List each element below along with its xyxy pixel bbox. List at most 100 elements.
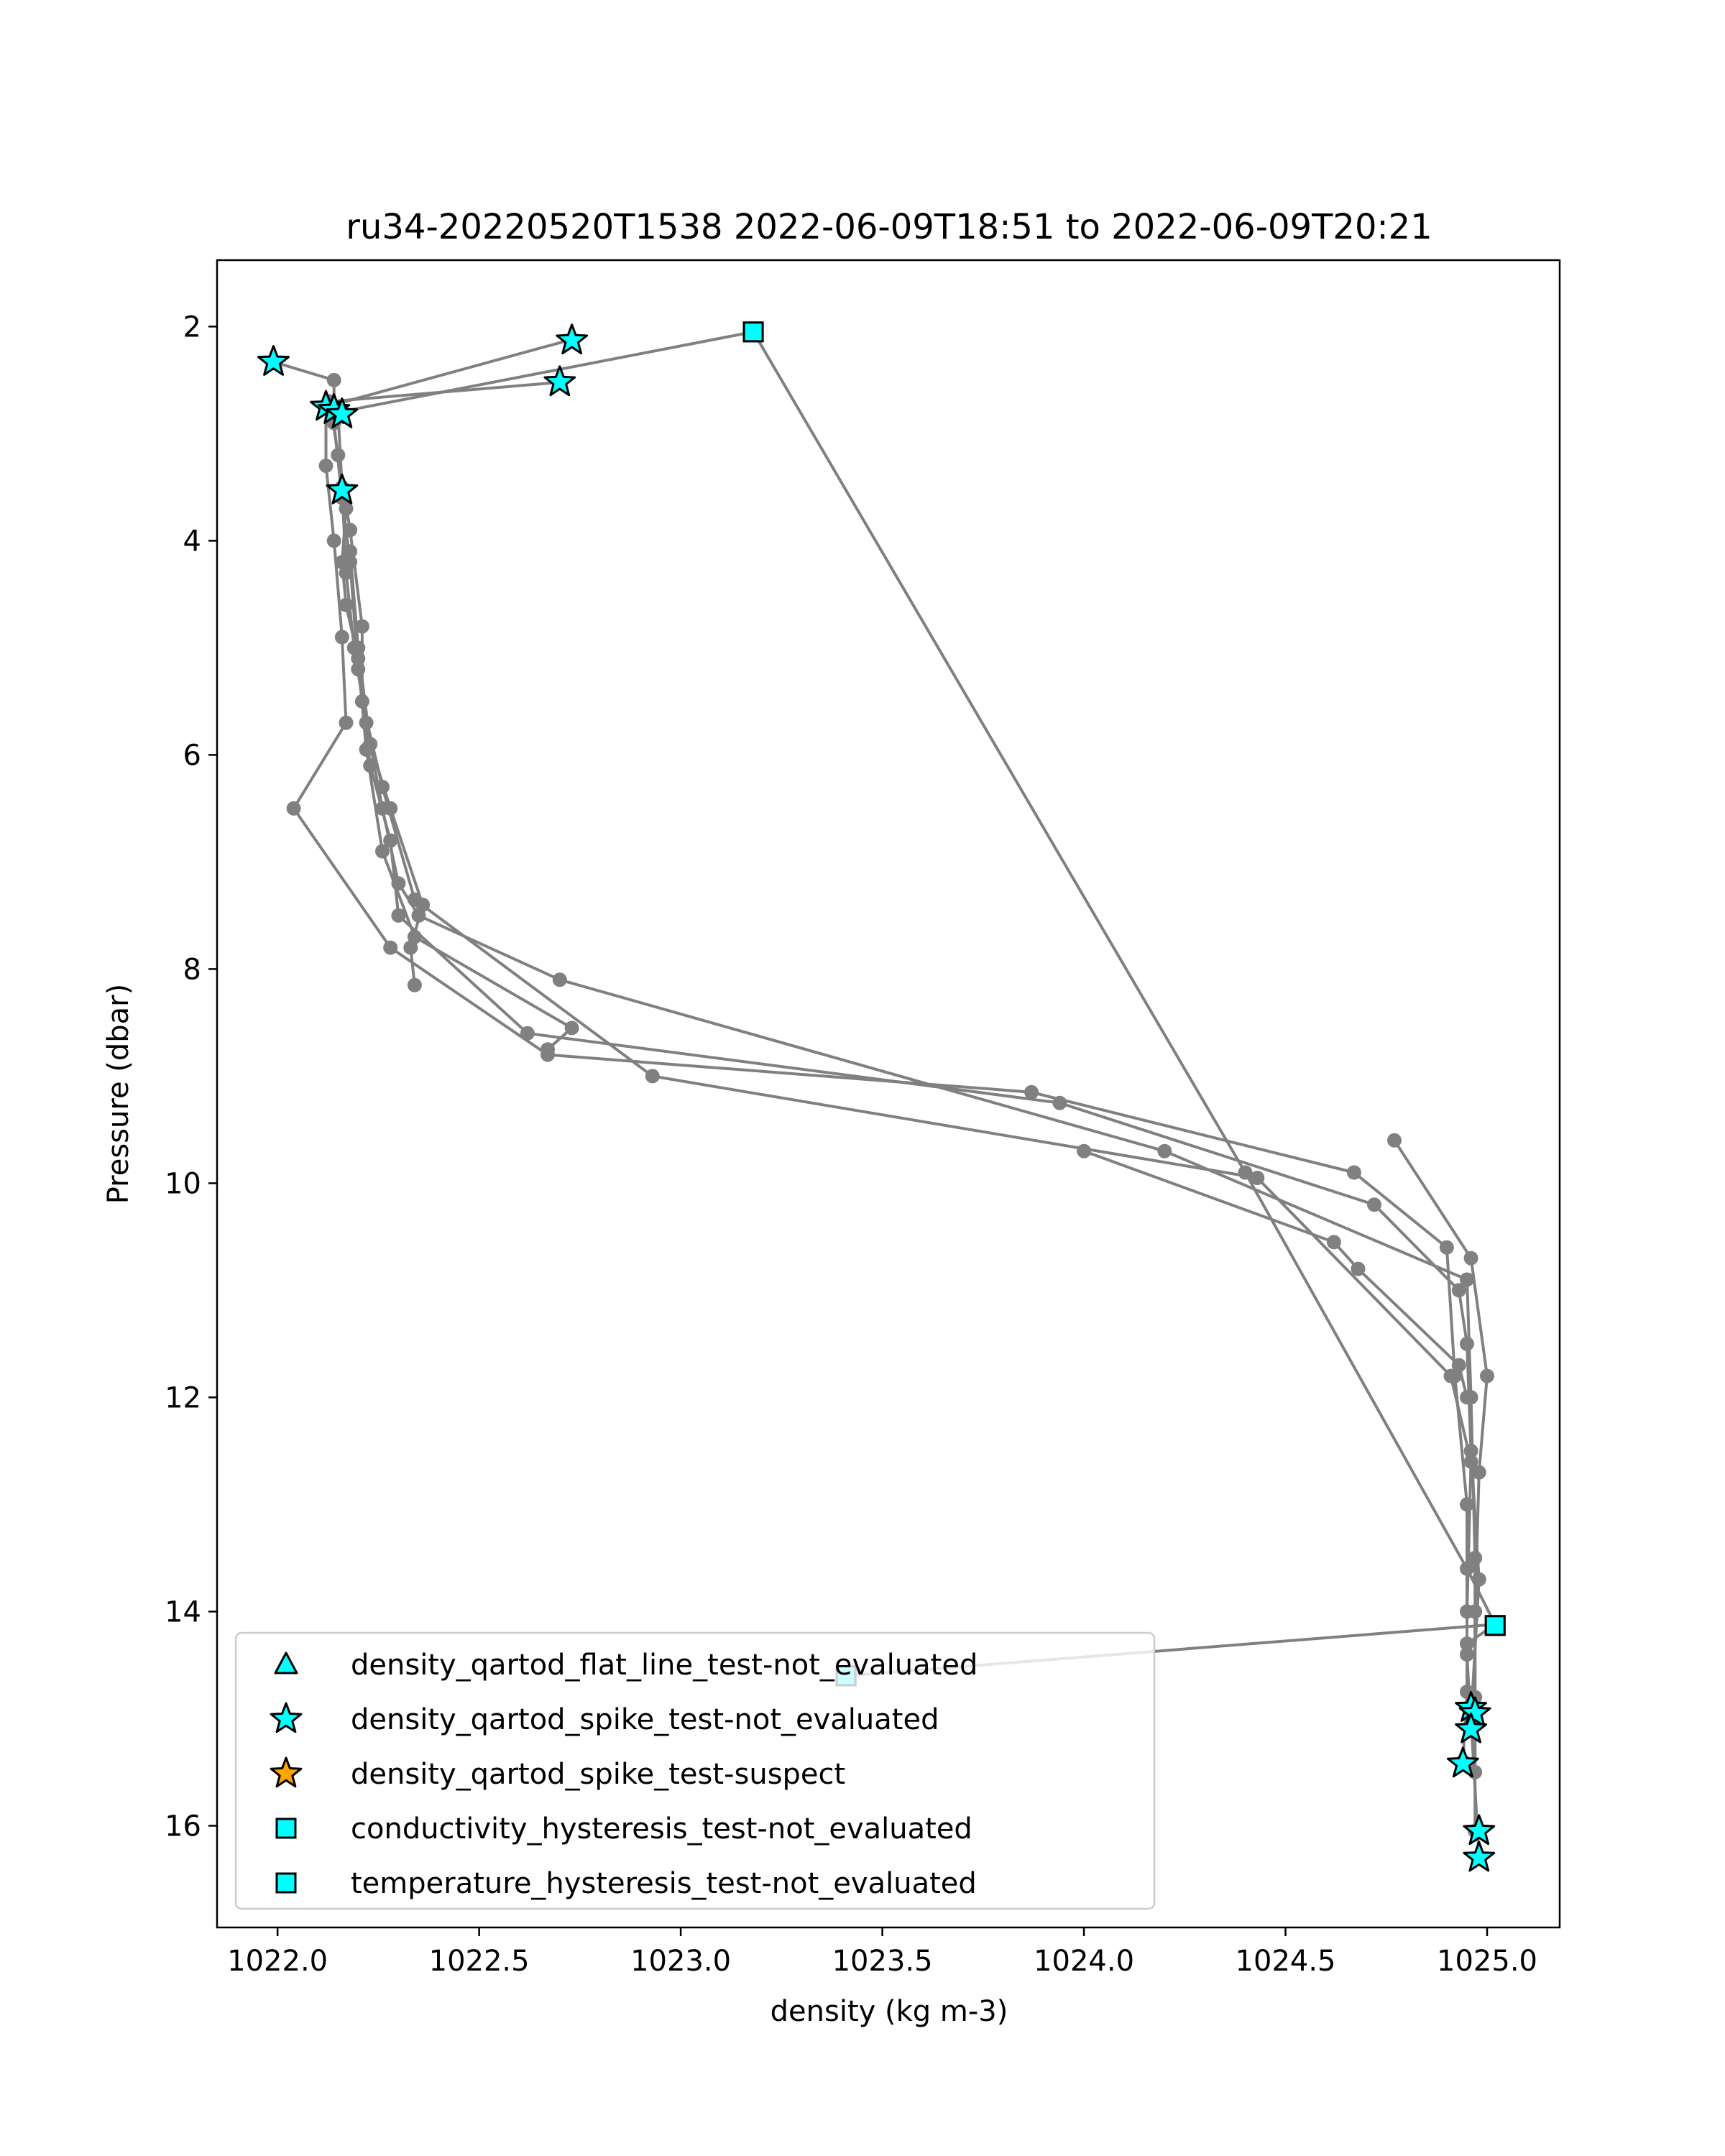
profile-point: [1463, 1454, 1478, 1469]
legend-entry-label: conductivity_hysteresis_test-not_evaluat…: [351, 1812, 972, 1846]
profile-point: [1460, 1272, 1474, 1287]
profile-point: [1471, 1465, 1486, 1480]
legend-entry-label: density_qartod_flat_line_test-not_evalua…: [351, 1649, 978, 1682]
legend-box: [234, 1631, 1156, 1910]
plot-area: [257, 321, 1506, 1872]
profile-point: [383, 940, 398, 955]
profile-point: [1443, 1368, 1458, 1383]
x-tick-label: 1023.0: [630, 1945, 731, 1978]
profile-point: [1326, 1235, 1341, 1250]
legend: density_qartod_flat_line_test-not_evalua…: [234, 1631, 1156, 1910]
legend-square-icon: [275, 1818, 297, 1839]
profile-point: [1250, 1171, 1265, 1185]
profile-point: [1460, 1636, 1474, 1651]
profile-point: [286, 801, 301, 816]
chart-title: ru34-20220520T1538 2022-06-09T18:51 to 2…: [346, 207, 1432, 247]
profile-point: [383, 801, 398, 816]
profile-point: [1460, 1336, 1474, 1351]
profile-point: [415, 898, 431, 912]
profile-point: [363, 737, 378, 752]
profile-point: [363, 758, 378, 773]
profile-point: [1052, 1095, 1067, 1110]
profile-point: [1367, 1197, 1381, 1212]
star-marker: [257, 345, 290, 376]
profile-point: [351, 640, 366, 655]
profile-point: [326, 533, 341, 548]
x-tick-label: 1022.5: [429, 1945, 530, 1978]
x-tick-label: 1023.5: [832, 1945, 933, 1978]
profile-point: [391, 908, 406, 923]
y-tick-label: 14: [165, 1595, 201, 1628]
profile-point: [403, 940, 418, 955]
star-marker: [1463, 1814, 1496, 1846]
x-tick-label: 1024.0: [1034, 1945, 1134, 1978]
profile-line-2: [292, 338, 1473, 1730]
legend-square-icon: [275, 1872, 297, 1894]
profile-point: [339, 715, 354, 730]
profile-point: [1480, 1368, 1494, 1383]
profile-point: [383, 833, 398, 848]
profile-point: [334, 630, 349, 645]
y-tick-label: 10: [165, 1167, 201, 1200]
star-marker: [326, 397, 359, 428]
profile-point: [1460, 1390, 1474, 1405]
profile-point: [1451, 1358, 1466, 1373]
x-axis-label: density (kg m-3): [770, 1995, 1008, 2028]
legend-entry-label: density_qartod_spike_test-suspect: [351, 1758, 845, 1791]
square-marker: [1484, 1615, 1506, 1636]
legend-entry-label: density_qartod_spike_test-not_evaluated: [351, 1703, 939, 1736]
star-marker: [543, 365, 576, 397]
profile-point: [540, 1042, 555, 1057]
profile-point: [343, 544, 358, 559]
profile-point: [343, 522, 358, 538]
profile-point: [564, 1021, 579, 1036]
profile-point: [339, 597, 354, 612]
star-marker: [556, 323, 589, 355]
square-marker: [742, 321, 764, 343]
y-tick-label: 8: [183, 953, 201, 986]
y-tick-label: 16: [165, 1810, 201, 1843]
profile-point: [1077, 1143, 1092, 1158]
profile-point: [1387, 1133, 1402, 1148]
y-axis-ticks: 2 4 6 8 10 12 14 16: [165, 310, 217, 1843]
y-tick-label: 2: [183, 310, 201, 344]
profile-point: [1351, 1261, 1366, 1276]
star-marker: [1463, 1841, 1496, 1872]
legend-star-icon: [270, 1702, 303, 1733]
star-marker: [326, 473, 359, 505]
y-tick-label: 4: [183, 525, 201, 558]
profile-point: [520, 1026, 535, 1041]
profile-point: [645, 1069, 660, 1084]
profile-point: [326, 372, 341, 387]
profile-point: [1451, 1283, 1466, 1298]
profile-point: [552, 972, 567, 987]
profile-point: [407, 977, 422, 992]
profile-point: [1157, 1143, 1172, 1158]
legend-star-icon: [270, 1756, 303, 1788]
profile-point: [339, 501, 354, 516]
star-marker: [1458, 1696, 1491, 1728]
x-tick-label: 1025.0: [1437, 1945, 1537, 1978]
profile-point: [1468, 1604, 1483, 1619]
legend-entry-label: temperature_hysteresis_test-not_evaluate…: [351, 1867, 977, 1900]
star-marker: [1455, 1712, 1487, 1743]
x-tick-label: 1022.0: [227, 1945, 328, 1978]
profile-point: [1460, 1497, 1474, 1512]
profile-point: [1460, 1561, 1474, 1576]
x-tick-label: 1024.5: [1236, 1945, 1336, 1978]
profile-point: [375, 844, 390, 859]
y-tick-label: 12: [165, 1381, 201, 1414]
profile-point: [318, 459, 334, 474]
profile-point: [1346, 1165, 1361, 1180]
star-marker: [1446, 1746, 1479, 1778]
y-tick-label: 6: [183, 739, 201, 772]
profile-point: [1439, 1240, 1454, 1255]
profile-point: [354, 619, 369, 634]
profile-point: [334, 555, 349, 570]
profile-point: [1463, 1250, 1478, 1266]
y-axis-label: Pressure (dbar): [102, 984, 135, 1204]
profile-point: [331, 448, 346, 463]
profile-point: [1238, 1165, 1253, 1180]
profile-line-8: [752, 331, 1496, 1626]
